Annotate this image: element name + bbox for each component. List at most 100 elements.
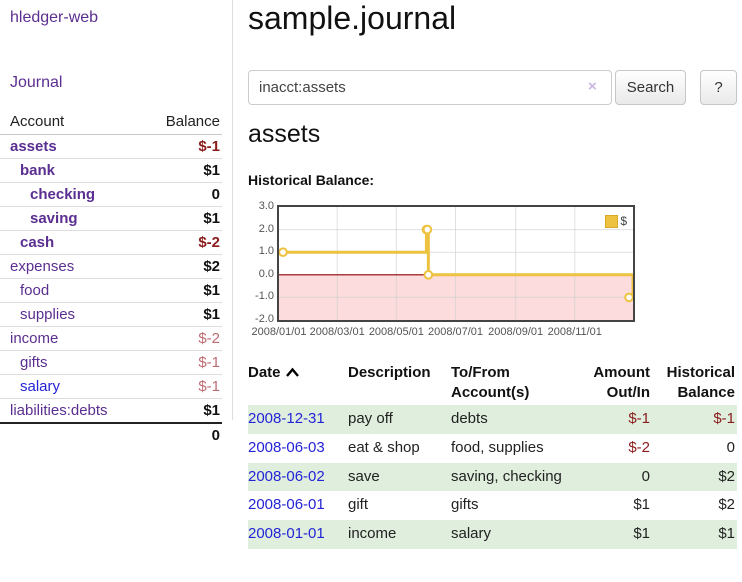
account-link-gifts[interactable]: gifts [20,354,48,371]
account-balance: $1 [137,302,222,327]
account-link-assets[interactable]: assets [10,138,57,155]
legend-label: $ [620,214,627,228]
accounts-total: 0 [137,422,222,447]
y-axis-tick: 1.0 [258,245,274,258]
register-description: pay off [348,405,451,434]
account-link-salary[interactable]: salary [20,378,61,395]
register-header-date[interactable]: Date [248,360,348,405]
register-balance: $2 [718,496,735,514]
account-row: income $-2 [0,326,222,351]
register-balance: $1 [652,520,737,549]
account-balance: $-1 [198,138,220,155]
transaction-date-link[interactable]: 2008-01-01 [248,525,325,542]
y-axis-tick: 0.0 [258,267,274,280]
sidebar-divider [232,0,233,420]
register-header-amount: Amount Out/In [593,364,650,401]
register-date: 2008-12-31 [248,405,348,434]
account-row: salary $-1 [0,374,222,399]
chart-canvas [279,207,633,320]
register-header-balance: Historical Balance [666,364,735,401]
y-axis-tick: -1.0 [255,290,274,303]
account-balance: $1 [137,278,222,303]
account-heading: assets [248,120,321,148]
register-table: Date Description To/From Account(s) Amou… [248,360,737,549]
sort-ascending-icon [285,364,300,384]
transaction-date-link[interactable]: 2008-06-01 [248,496,325,514]
chart-title: Historical Balance: [248,172,375,188]
sidebar-item-journal[interactable]: Journal [10,74,63,91]
account-balance: $-2 [137,326,222,351]
search-input[interactable] [248,70,612,105]
account-balance: $-1 [137,374,222,399]
register-balance: 0 [726,438,735,456]
x-axis-tick: 2008/09/01 [488,326,544,338]
register-row: 2008-12-31 pay off debts $-1 $-1 [248,405,737,434]
clear-search-icon[interactable]: × [588,78,597,95]
sidebar: hledger-web Journal Account Balance asse… [0,0,232,447]
account-link-saving[interactable]: saving [30,210,78,227]
account-balance: $2 [137,254,222,279]
chart-legend: $ [603,213,629,229]
register-row: 2008-06-03 eat & shop food, supplies $-2 0 [248,434,737,463]
x-axis-tick: 2008/07/01 [427,326,484,338]
x-axis-tick: 2008/05/01 [368,326,424,338]
account-row: liabilities:debts $1 [0,398,222,423]
register-balance: $2 [652,462,737,492]
transaction-date-link[interactable]: 2008-06-03 [248,438,325,456]
account-balance: $1 [137,158,222,183]
register-date: 2008-06-03 [248,434,348,463]
account-link-cash[interactable]: cash [20,234,55,251]
x-axis-tick: 2008/11/01 [547,326,602,338]
register-account: salary [451,520,582,549]
register-header-description: Description [348,364,431,381]
register-description: income [348,520,451,549]
account-link-food[interactable]: food [20,282,50,299]
account-row: saving $1 [0,206,222,231]
search-form: × Search ? [248,70,742,106]
x-axis-tick: 2008/01/01 [251,326,307,338]
accounts-header-account: Account [0,110,138,135]
accounts-table: Account Balance assets $-1 bank $1 checking 0… [0,110,222,447]
account-row: assets $-1 [0,135,222,159]
register-date: 2008-06-01 [248,491,348,520]
account-link-bank[interactable]: bank [20,162,56,179]
transaction-date-link[interactable]: 2008-06-02 [248,467,325,485]
account-balance: $-2 [137,230,222,255]
register-amount: $1 [582,520,652,549]
legend-swatch-icon [605,214,619,228]
account-row: gifts $-1 [0,350,222,375]
register-date: 2008-01-01 [248,520,348,549]
accounts-header-balance: Balance [137,110,222,135]
register-description: eat & shop [348,438,420,456]
register-amount: $-1 [582,405,652,434]
register-row: 2008-06-01 gift gifts $1 $2 [248,491,737,520]
register-account: saving, checking [451,462,582,492]
accounts-total-row: 0 [0,422,222,447]
register-account: gifts [451,496,479,514]
app-title-link[interactable]: hledger-web [10,9,99,26]
transaction-date-link[interactable]: 2008-12-31 [248,410,325,427]
register-header-account: To/From Account(s) [451,364,530,401]
page-title: sample.journal [248,0,457,36]
account-link-liabilities-debts[interactable]: liabilities:debts [10,402,108,419]
register-date: 2008-06-02 [248,462,348,492]
register-description: gift [348,496,369,514]
register-row: 2008-01-01 income salary $1 $1 [248,520,737,549]
account-link-supplies[interactable]: supplies [20,306,76,323]
register-row: 2008-06-02 save saving, checking 0 $2 [248,462,737,492]
account-link-checking[interactable]: checking [30,186,96,203]
account-row: supplies $1 [0,302,222,327]
y-axis-tick: 3.0 [258,200,274,212]
x-axis-tick: 2008/03/01 [309,326,365,338]
account-link-income[interactable]: income [10,330,59,347]
register-amount: 0 [582,462,652,492]
account-row: expenses $2 [0,254,222,279]
register-account: food, supplies [451,438,544,456]
y-axis-tick: 2.0 [258,222,274,235]
help-button[interactable]: ? [700,70,737,105]
register-amount: $-2 [628,438,650,456]
account-row: cash $-2 [0,230,222,255]
search-button[interactable]: Search [615,70,686,105]
account-link-expenses[interactable]: expenses [10,258,75,275]
account-balance: $-1 [137,350,222,375]
